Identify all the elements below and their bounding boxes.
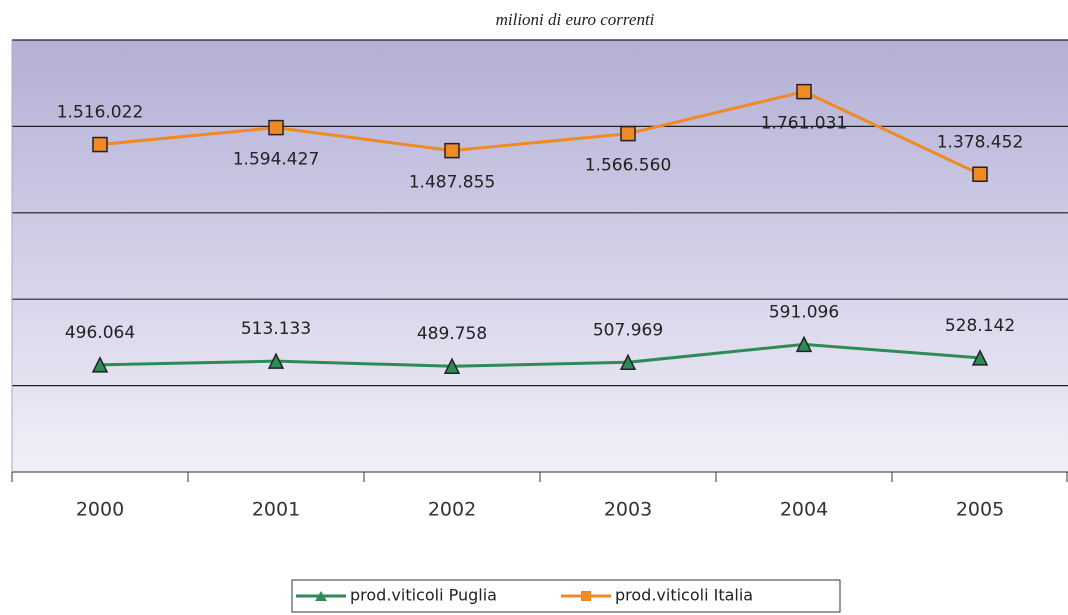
x-tick-label: 2004	[780, 499, 828, 521]
marker	[91, 356, 109, 373]
marker	[444, 142, 460, 159]
marker	[971, 349, 989, 366]
plot-area	[12, 40, 1068, 472]
marker	[972, 166, 988, 183]
legend-marker	[315, 591, 327, 601]
marker	[443, 357, 461, 374]
x-tick-label: 2002	[428, 499, 476, 521]
data-label: 1.761.031	[761, 114, 848, 134]
legend: prod.viticoli Puglia prod.viticoli Italia	[291, 579, 841, 613]
data-label: 489.758	[417, 324, 487, 344]
marker	[619, 353, 637, 371]
x-tick-label: 2003	[604, 499, 652, 521]
series-line	[99, 90, 981, 176]
x-tick-label: 2001	[252, 499, 300, 521]
legend-marker	[581, 591, 591, 601]
chart-title: milioni di euro correnti	[496, 10, 655, 29]
marker	[796, 83, 812, 100]
marker	[620, 125, 636, 142]
data-label: 1.516.022	[57, 103, 144, 123]
data-label: 591.096	[769, 302, 839, 322]
marker	[267, 352, 285, 369]
legend-label: prod.viticoli Italia	[615, 586, 753, 605]
marker	[795, 335, 813, 353]
data-label: 1.378.452	[937, 132, 1024, 152]
data-label: 1.487.855	[409, 173, 496, 193]
marker	[92, 136, 108, 153]
x-tick-label: 2005	[956, 499, 1004, 521]
series-line	[99, 342, 981, 368]
data-label: 496.064	[65, 323, 135, 343]
data-label: 1.594.427	[233, 150, 320, 170]
marker	[268, 119, 284, 136]
data-label: 513.133	[241, 319, 311, 339]
data-label: 507.969	[593, 320, 663, 340]
legend-label: prod.viticoli Puglia	[350, 586, 497, 605]
x-tick-label: 2000	[76, 499, 124, 521]
data-label: 1.566.560	[585, 156, 672, 176]
data-label: 528.142	[945, 316, 1015, 336]
